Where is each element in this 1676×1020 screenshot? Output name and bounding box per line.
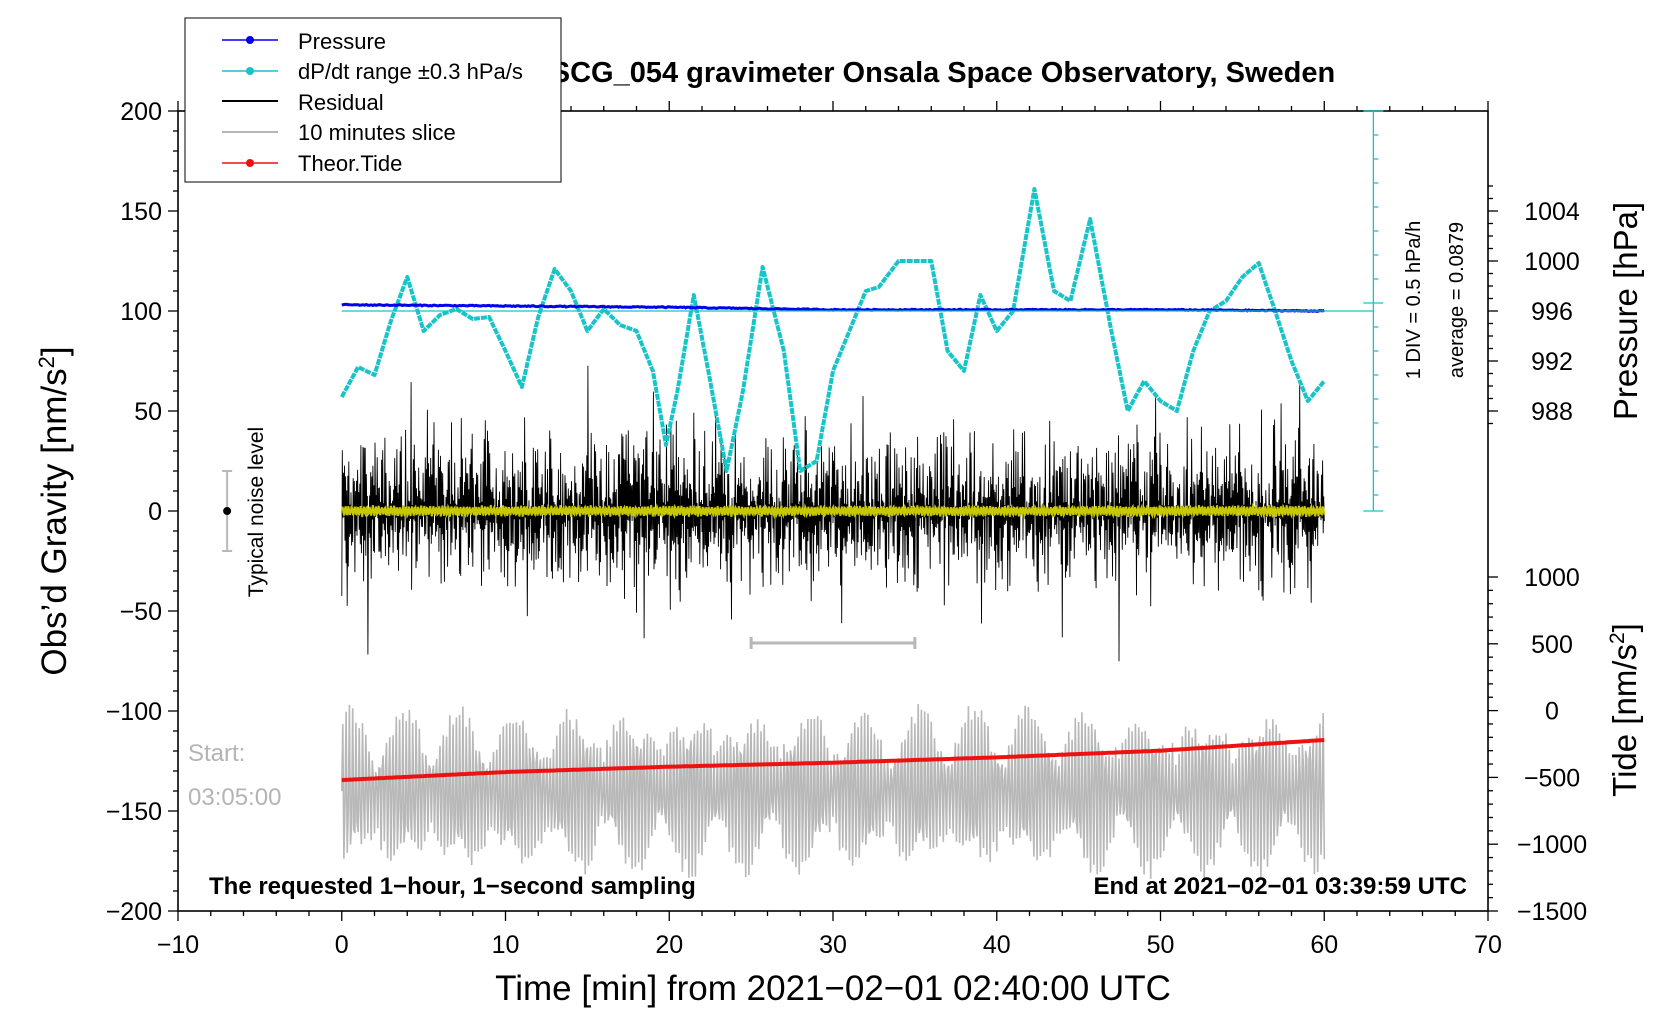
y-left-tick-label: −100 bbox=[106, 698, 162, 726]
pressure-line bbox=[341, 302, 1325, 313]
legend-label-residual: Residual bbox=[298, 90, 384, 115]
tide-label-sup: 2 bbox=[1606, 632, 1629, 644]
y-left-tick-label: −50 bbox=[120, 598, 162, 626]
tide-tick-label: −1000 bbox=[1517, 831, 1587, 859]
axis-ticks bbox=[168, 101, 1498, 921]
pressure-axis-label: Pressure [hPa] bbox=[1607, 202, 1644, 420]
y-left-tick-label: 100 bbox=[120, 298, 162, 326]
legend-entry-residual: Residual bbox=[222, 90, 384, 115]
y-left-label-sup: 2 bbox=[34, 356, 59, 368]
x-tick-label: 0 bbox=[335, 931, 349, 959]
div-annotation: 1 DIV = 0.5 hPa/h bbox=[1403, 221, 1425, 379]
legend-entry-tide: Theor.Tide bbox=[222, 151, 402, 176]
legend-dot-dpdt bbox=[246, 67, 254, 75]
pressure-tick-label: 988 bbox=[1531, 398, 1573, 426]
dpdt-series bbox=[340, 187, 1326, 473]
y-left-tick-label: 150 bbox=[120, 198, 162, 226]
legend-dot-pressure bbox=[246, 36, 254, 44]
start-time: 03:05:00 bbox=[188, 784, 281, 811]
y-left-tick-label: −150 bbox=[106, 798, 162, 826]
start-label: Start: bbox=[188, 740, 245, 767]
tide-tick-label: 0 bbox=[1545, 698, 1559, 726]
footer-right: End at 2021−02−01 03:39:59 UTC bbox=[1093, 873, 1467, 900]
legend-entry-pressure: Pressure bbox=[222, 29, 386, 54]
pressure-tick-label: 992 bbox=[1531, 348, 1573, 376]
y-left-axis-label: Obs’d Gravity [nm/s2] bbox=[34, 346, 74, 675]
x-tick-label: 40 bbox=[983, 931, 1011, 959]
tide-line bbox=[341, 738, 1325, 783]
legend-label-slice: 10 minutes slice bbox=[298, 120, 456, 145]
tide-axis-label: Tide [nm/s2] bbox=[1606, 623, 1643, 797]
dpdt-line bbox=[340, 187, 1326, 473]
x-tick-label: 20 bbox=[655, 931, 683, 959]
y-left-label-text: Obs’d Gravity [nm/s bbox=[35, 368, 74, 675]
tide-series bbox=[341, 738, 1325, 783]
tide-label-text: Tide [nm/s bbox=[1606, 644, 1643, 797]
x-tick-labels: −10 0 10 20 30 40 50 60 70 bbox=[157, 931, 1502, 959]
y-left-tick-label: 0 bbox=[148, 498, 162, 526]
annotation-marks bbox=[222, 110, 1384, 649]
tide-tick-label: 1000 bbox=[1524, 564, 1580, 592]
legend-label-pressure: Pressure bbox=[298, 29, 386, 54]
pressure-tick-label: 1000 bbox=[1524, 248, 1580, 276]
legend-entry-dpdt: dP/dt range ±0.3 hPa/s bbox=[222, 59, 523, 84]
tide-tick-label: −500 bbox=[1524, 764, 1580, 792]
filtered-series bbox=[340, 502, 1326, 520]
pressure-series bbox=[341, 302, 1325, 313]
y-left-tick-labels: 200 150 100 50 0 −50 −100 −150 −200 bbox=[106, 98, 162, 926]
chart-title: SCG_054 gravimeter Onsala Space Observat… bbox=[551, 57, 1335, 89]
average-annotation: average = 0.0879 bbox=[1446, 222, 1468, 378]
y-left-tick-label: 200 bbox=[120, 98, 162, 126]
tide-tick-label: 500 bbox=[1531, 631, 1573, 659]
legend-label-dpdt: dP/dt range ±0.3 hPa/s bbox=[298, 59, 523, 84]
tide-tick-labels: 1000 500 0 −500 −1000 −1500 bbox=[1517, 564, 1587, 926]
noise-level-label: Typical noise level bbox=[245, 427, 268, 597]
y-left-label-close: ] bbox=[35, 346, 74, 356]
legend: Pressure dP/dt range ±0.3 hPa/s Residual… bbox=[184, 17, 562, 183]
footer-left: The requested 1−hour, 1−second sampling bbox=[209, 873, 696, 900]
x-tick-label: −10 bbox=[157, 931, 199, 959]
tide-label-close: ] bbox=[1606, 623, 1643, 632]
x-tick-label: 60 bbox=[1310, 931, 1338, 959]
pressure-tick-label: 1004 bbox=[1524, 198, 1580, 226]
y-left-tick-label: 50 bbox=[134, 398, 162, 426]
y-left-tick-label: −200 bbox=[106, 898, 162, 926]
tide-tick-label: −1500 bbox=[1517, 898, 1587, 926]
slice-line bbox=[341, 703, 1326, 879]
pressure-tick-labels: 1004 1000 996 992 988 bbox=[1524, 198, 1580, 426]
x-axis-label: Time [min] from 2021−02−01 02:40:00 UTC bbox=[495, 969, 1171, 1008]
slice-series bbox=[341, 703, 1326, 879]
filtered-line bbox=[340, 502, 1326, 520]
x-tick-label: 70 bbox=[1474, 931, 1502, 959]
pressure-tick-label: 996 bbox=[1531, 298, 1573, 326]
legend-dot-tide bbox=[246, 159, 254, 167]
x-tick-label: 10 bbox=[492, 931, 520, 959]
x-tick-label: 30 bbox=[819, 931, 847, 959]
x-tick-label: 50 bbox=[1147, 931, 1175, 959]
legend-entry-slice: 10 minutes slice bbox=[222, 120, 456, 145]
legend-label-tide: Theor.Tide bbox=[298, 151, 402, 176]
noise-bar-dot bbox=[223, 507, 232, 515]
